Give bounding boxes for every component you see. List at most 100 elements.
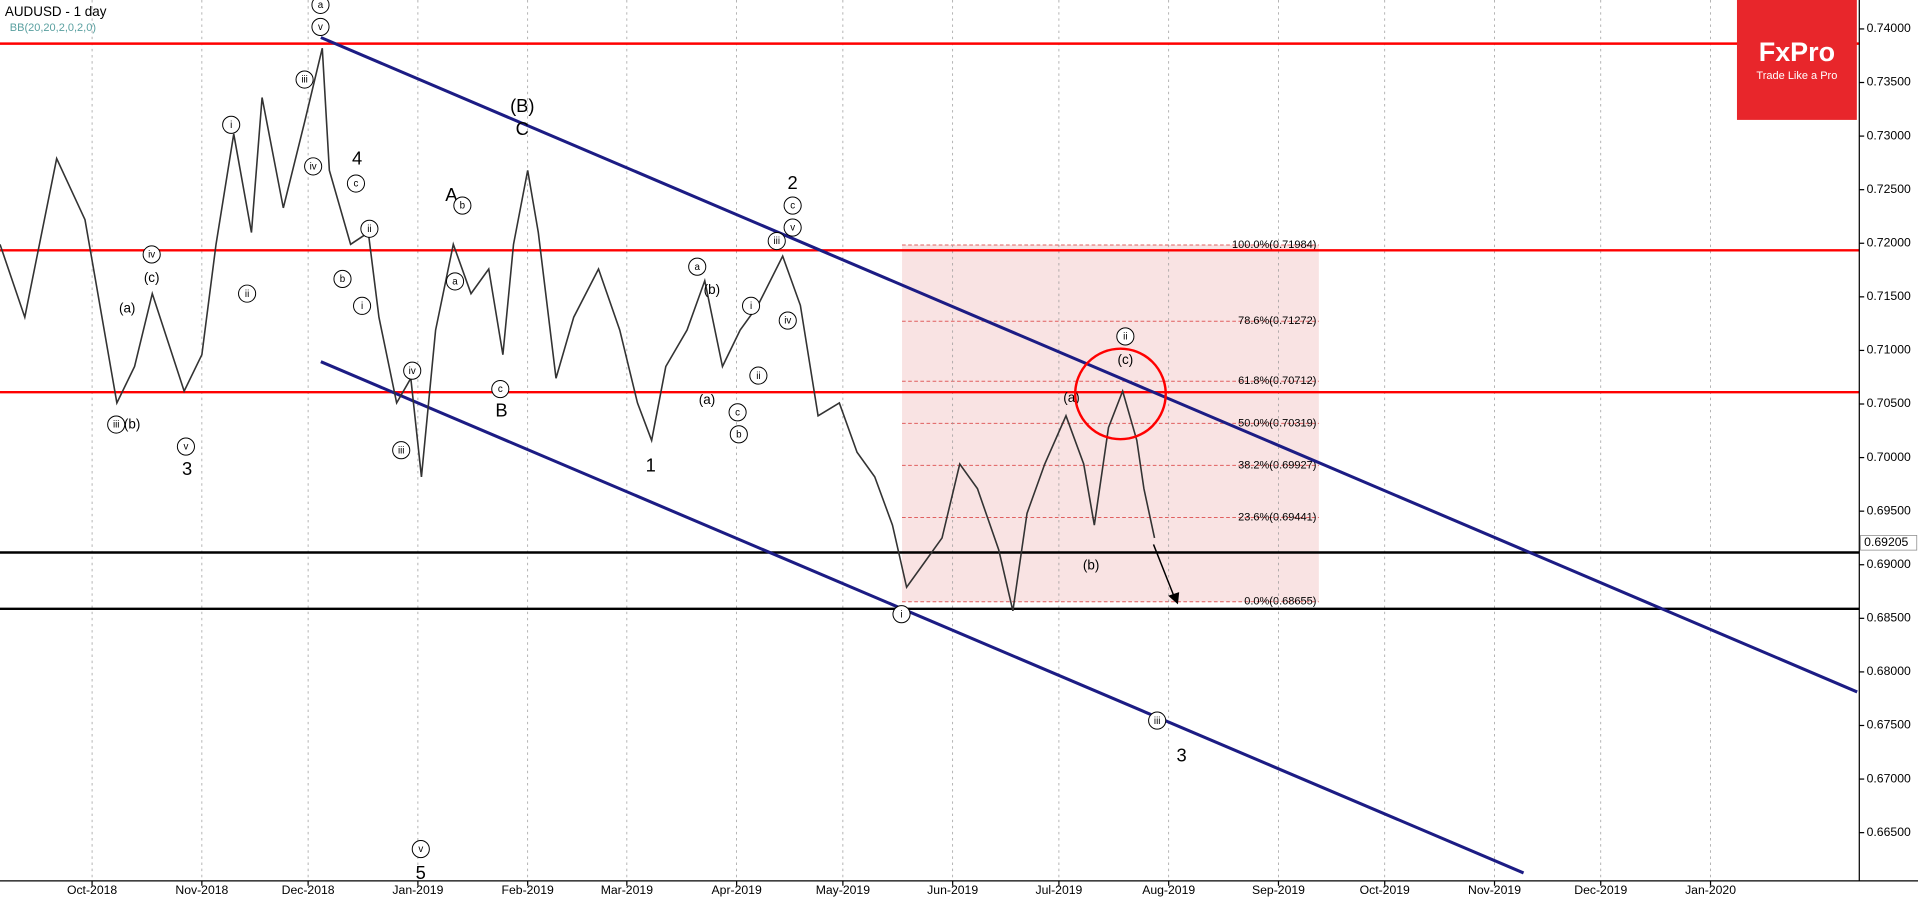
wave-label: B <box>495 400 507 421</box>
wave-label: i <box>900 609 902 620</box>
wave-circle <box>445 272 465 291</box>
wave-circle <box>729 425 748 444</box>
y-tick-label: 0.70500 <box>1867 396 1911 410</box>
wave-circle <box>295 70 314 89</box>
y-tick-label: 0.74000 <box>1867 21 1911 35</box>
wave-label: 3 <box>182 458 192 479</box>
wave-label: iii <box>301 75 308 86</box>
wave-label: (c) <box>144 270 160 285</box>
logo-name: FxPro <box>1759 37 1835 67</box>
wave-label: (b) <box>1083 557 1099 572</box>
fib-label: 0.0%(0.68655) <box>1244 596 1316 608</box>
wave-label: iii <box>773 236 780 247</box>
wave-label: b <box>340 274 346 285</box>
wave-circle <box>222 115 241 134</box>
y-tick-label: 0.70000 <box>1867 450 1911 464</box>
fib-label: 100.0%(0.71984) <box>1232 239 1316 251</box>
wave-circle <box>749 366 768 385</box>
wave-label: v <box>790 223 795 234</box>
wave-circle <box>304 157 323 176</box>
x-tick-label: Jul-2019 <box>1035 883 1082 897</box>
x-tick-label: Jun-2019 <box>927 883 978 897</box>
wave-label: 2 <box>788 172 798 193</box>
wave-circle <box>767 231 786 251</box>
x-tick-label: Apr-2019 <box>712 883 762 897</box>
x-tick-label: Mar-2019 <box>601 883 653 897</box>
wave-label: b <box>736 430 742 441</box>
wave-label: (b) <box>124 417 140 432</box>
wave-label: v <box>418 844 423 855</box>
last-price-label: 0.69205 <box>1864 535 1908 549</box>
wave-label: 5 <box>416 862 426 883</box>
x-tick-label: Dec-2019 <box>1574 883 1627 897</box>
wave-label: ii <box>367 224 371 235</box>
y-tick-label: 0.72000 <box>1867 235 1911 249</box>
wave-label: (a) <box>1063 390 1079 405</box>
wave-circle <box>742 296 761 315</box>
wave-circle <box>142 245 161 264</box>
arrow-head <box>1168 592 1180 605</box>
wave-label: iii <box>398 445 405 456</box>
wave-circle <box>176 437 195 456</box>
wave-circle <box>728 403 747 422</box>
x-tick-label: Nov-2019 <box>1468 883 1521 897</box>
wave-circle <box>107 415 126 434</box>
x-tick-label: Jan-2019 <box>392 883 443 897</box>
wave-label: i <box>361 301 363 312</box>
wave-circle <box>453 196 472 215</box>
y-tick-label: 0.66500 <box>1867 825 1911 839</box>
wave-label: ii <box>245 289 249 300</box>
x-tick-label: Sep-2019 <box>1252 883 1305 897</box>
wave-label: iv <box>148 250 155 261</box>
wave-circle <box>403 361 422 380</box>
axes-layer: Oct-2018 Nov-2018 Dec-2018 Jan-2019 Feb-2019… <box>67 21 1918 897</box>
wave-circle <box>333 269 352 288</box>
wave-label: (B) <box>510 95 534 116</box>
wave-label: c <box>790 201 795 212</box>
wave-circle <box>783 218 802 237</box>
wave-circle <box>353 296 372 315</box>
forecast-arrow <box>1152 544 1175 598</box>
y-tick-label: 0.71000 <box>1867 343 1911 357</box>
x-tick-label: May-2019 <box>816 883 871 897</box>
x-tick-label: Dec-2018 <box>282 883 335 897</box>
y-tick-label: 0.67000 <box>1867 771 1911 785</box>
wave-circle <box>392 441 411 460</box>
wave-circle <box>346 174 366 193</box>
wave-label: iv <box>409 366 416 377</box>
wave-label: C <box>516 118 529 139</box>
wave-circle <box>491 379 510 399</box>
y-tick-label: 0.69500 <box>1867 503 1911 517</box>
wave-label: c <box>498 384 503 395</box>
wave-circle <box>783 196 802 215</box>
y-tick-label: 0.68000 <box>1867 664 1911 678</box>
wave-label: iii <box>113 420 120 431</box>
wave-circle <box>411 840 430 859</box>
highlight-circle <box>1073 347 1167 441</box>
fib-label: 61.8%(0.70712) <box>1238 375 1316 387</box>
y-tick-label: 0.68500 <box>1867 611 1911 625</box>
fib-label: 50.0%(0.70319) <box>1238 417 1316 429</box>
channel-line <box>320 360 1525 875</box>
fib-label: 78.6%(0.71272) <box>1238 315 1316 327</box>
wave-circle <box>311 17 330 36</box>
fib-label: 23.6%(0.69441) <box>1238 511 1316 523</box>
price-line <box>0 48 1156 612</box>
wave-label: a <box>452 277 458 288</box>
fib-label: 38.2%(0.69927) <box>1238 459 1316 471</box>
indicator-label: BB(20,20,2,0,2,0) <box>10 22 96 34</box>
wave-label: v <box>183 442 188 453</box>
wave-circle <box>311 0 330 14</box>
wave-label: 4 <box>352 148 362 169</box>
x-tick-label: Jan-2020 <box>1685 883 1736 897</box>
wave-label: ii <box>1123 332 1127 343</box>
wave-circle <box>778 311 797 330</box>
x-tick-label: Oct-2019 <box>1360 883 1410 897</box>
wave-label: b <box>460 201 466 212</box>
wave-label: c <box>735 407 740 418</box>
wave-label: iv <box>310 162 317 173</box>
wave-label: 3 <box>1177 745 1187 766</box>
wave-label: A <box>445 184 458 205</box>
wave-label: iv <box>784 316 791 327</box>
